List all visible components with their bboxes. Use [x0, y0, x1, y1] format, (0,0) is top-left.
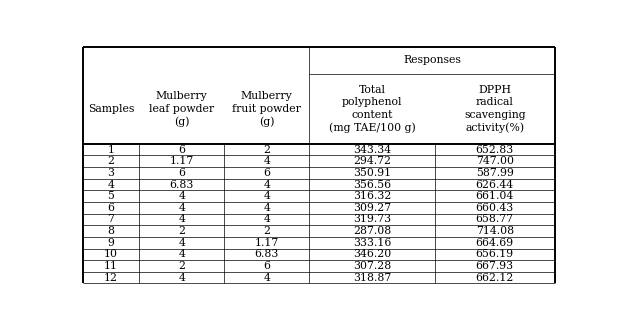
Text: 587.99: 587.99	[476, 168, 514, 178]
Text: 660.43: 660.43	[476, 203, 514, 213]
Text: 5: 5	[108, 191, 114, 201]
Text: 4: 4	[179, 238, 185, 248]
Text: 7: 7	[108, 215, 114, 224]
Text: 2: 2	[179, 226, 185, 236]
Text: Samples: Samples	[88, 104, 134, 114]
Text: 307.28: 307.28	[353, 261, 391, 271]
Text: 6: 6	[263, 168, 271, 178]
Text: 6.83: 6.83	[170, 180, 194, 190]
Text: 11: 11	[104, 261, 118, 271]
Text: 6: 6	[179, 168, 185, 178]
Text: 333.16: 333.16	[353, 238, 391, 248]
Text: 316.32: 316.32	[353, 191, 391, 201]
Text: 4: 4	[263, 180, 270, 190]
Text: Mulberry
leaf powder
(g): Mulberry leaf powder (g)	[149, 91, 215, 127]
Text: 3: 3	[108, 168, 114, 178]
Text: 8: 8	[108, 226, 114, 236]
Text: 4: 4	[263, 203, 270, 213]
Text: 2: 2	[263, 145, 271, 155]
Text: 319.73: 319.73	[353, 215, 391, 224]
Text: 656.19: 656.19	[476, 250, 514, 259]
Text: 4: 4	[179, 273, 185, 283]
Text: 343.34: 343.34	[353, 145, 391, 155]
Text: 662.12: 662.12	[476, 273, 514, 283]
Text: 1: 1	[108, 145, 114, 155]
Text: 6: 6	[179, 145, 185, 155]
Text: 10: 10	[104, 250, 118, 259]
Text: 4: 4	[179, 191, 185, 201]
Text: Responses: Responses	[403, 55, 461, 65]
Text: 4: 4	[263, 191, 270, 201]
Text: 658.77: 658.77	[476, 215, 514, 224]
Text: 747.00: 747.00	[476, 156, 514, 166]
Text: Mulberry
fruit powder
(g): Mulberry fruit powder (g)	[233, 91, 301, 127]
Text: 4: 4	[263, 273, 270, 283]
Text: 350.91: 350.91	[353, 168, 391, 178]
Text: 4: 4	[179, 250, 185, 259]
Text: 1.17: 1.17	[170, 156, 194, 166]
Text: 714.08: 714.08	[476, 226, 514, 236]
Text: 346.20: 346.20	[353, 250, 391, 259]
Text: DPPH
radical
scavenging
activity(%): DPPH radical scavenging activity(%)	[464, 85, 526, 133]
Text: 12: 12	[104, 273, 118, 283]
Text: 287.08: 287.08	[353, 226, 391, 236]
Text: Total
polyphenol
content
(mg TAE/100 g): Total polyphenol content (mg TAE/100 g)	[328, 85, 415, 133]
Text: 652.83: 652.83	[476, 145, 514, 155]
Text: 309.27: 309.27	[353, 203, 391, 213]
Text: 1.17: 1.17	[254, 238, 279, 248]
Text: 2: 2	[108, 156, 114, 166]
Text: 626.44: 626.44	[476, 180, 514, 190]
Text: 356.56: 356.56	[353, 180, 391, 190]
Text: 2: 2	[179, 261, 185, 271]
Text: 4: 4	[263, 156, 270, 166]
Text: 6.83: 6.83	[254, 250, 279, 259]
Text: 9: 9	[108, 238, 114, 248]
Text: 667.93: 667.93	[476, 261, 514, 271]
Text: 4: 4	[263, 215, 270, 224]
Text: 4: 4	[108, 180, 114, 190]
Text: 318.87: 318.87	[353, 273, 391, 283]
Text: 294.72: 294.72	[353, 156, 391, 166]
Text: 6: 6	[263, 261, 271, 271]
Text: 4: 4	[179, 215, 185, 224]
Text: 664.69: 664.69	[476, 238, 514, 248]
Text: 661.04: 661.04	[476, 191, 514, 201]
Text: 2: 2	[263, 226, 271, 236]
Text: 6: 6	[108, 203, 114, 213]
Text: 4: 4	[179, 203, 185, 213]
